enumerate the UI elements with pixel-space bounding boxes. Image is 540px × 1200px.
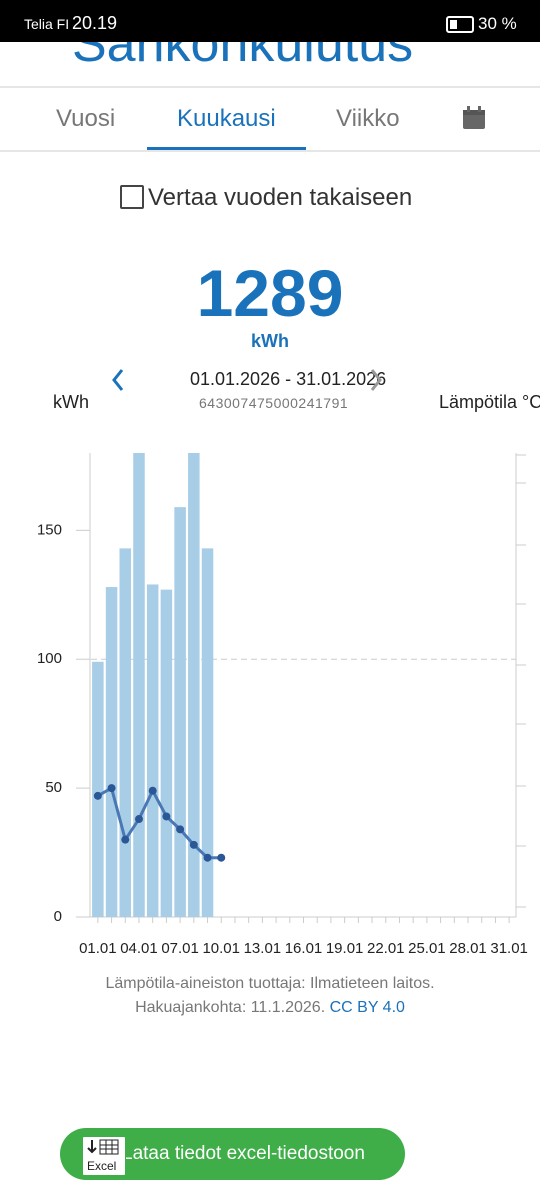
temperature-point [134,815,143,824]
temperature-line [97,785,222,860]
bar [105,587,118,917]
bar [146,584,159,917]
battery: 30 % [478,14,517,33]
next-period[interactable] [368,368,384,392]
excel-icon: Excel [82,1136,126,1176]
time: 20.19 [72,13,118,33]
x-tick-label: 01.01 [79,940,117,957]
y-tick-label: 50 [45,779,62,796]
compare-label[interactable]: Vertaa vuoden takaiseen [148,184,413,211]
y-tick-label: 150 [37,521,62,538]
status-bar: Telia FI 20.19 30 % [0,0,540,42]
temperature-point [148,786,157,795]
x-tick-label: 31.01 [490,940,528,957]
bar [160,589,173,917]
download-button[interactable]: Lataa tiedot excel-tiedostoon Excel [60,1128,405,1180]
bar [119,548,132,917]
fetched-text: Hakuajankohta: 11.1.2026. [135,999,326,1016]
temperature-point [93,791,102,800]
x-tick-label: 13.01 [244,940,282,957]
x-tick-label: 25.01 [408,940,446,957]
y2-axis-label: Lämpötila °C [439,392,540,412]
carrier: Telia FI [24,16,70,32]
license-link[interactable]: CC BY 4.0 [329,999,405,1016]
bar [133,453,145,917]
excel-icon-text: Excel [87,1159,117,1173]
meter-id: 643007475000241791 [199,395,349,411]
y-tick-label: 0 [54,908,62,925]
temperature-point [217,853,226,862]
tab-underline [147,147,306,150]
source-text: Lämpötila-aineiston tuottaja: Ilmatietee… [105,975,435,992]
download-label: Lataa tiedot excel-tiedostoon [122,1143,365,1164]
battery-icon [446,16,474,33]
tab[interactable]: Vuosi [56,105,116,132]
tab[interactable]: Viikko [336,105,400,132]
calendar-icon[interactable] [462,106,486,130]
temperature-point [162,812,171,821]
excel-glyph [87,1139,119,1155]
temperature-point [121,835,130,844]
total-value: 1289 [196,256,344,330]
compare-checkbox[interactable] [120,185,144,209]
y-axis-label: kWh [53,392,89,412]
prev-period[interactable] [110,368,126,392]
x-tick-label: 22.01 [367,940,405,957]
bar [92,661,104,917]
fetched-line: Hakuajankohta: 11.1.2026. CC BY 4.0 [0,999,540,1017]
x-tick-label: 10.01 [202,940,240,957]
total-unit: kWh [251,331,289,351]
x-tick-label: 19.01 [326,940,364,957]
temperature-point [203,853,212,862]
bar [174,507,186,917]
y-tick-label: 100 [37,650,62,667]
x-tick-label: 04.01 [120,940,158,957]
temperature-point [176,825,185,834]
temperature-point [107,784,116,793]
x-tick-label: 28.01 [449,940,487,957]
tab-active[interactable]: Kuukausi [177,105,276,132]
x-tick-label: 07.01 [161,940,199,957]
x-tick-label: 16.01 [285,940,323,957]
bar [188,453,200,917]
temperature-point [189,840,198,849]
bar [201,548,214,917]
tab-bar: Vuosi Kuukausi Viikko [0,86,540,152]
period: 01.01.2026 - 31.01.2026 [190,369,387,389]
